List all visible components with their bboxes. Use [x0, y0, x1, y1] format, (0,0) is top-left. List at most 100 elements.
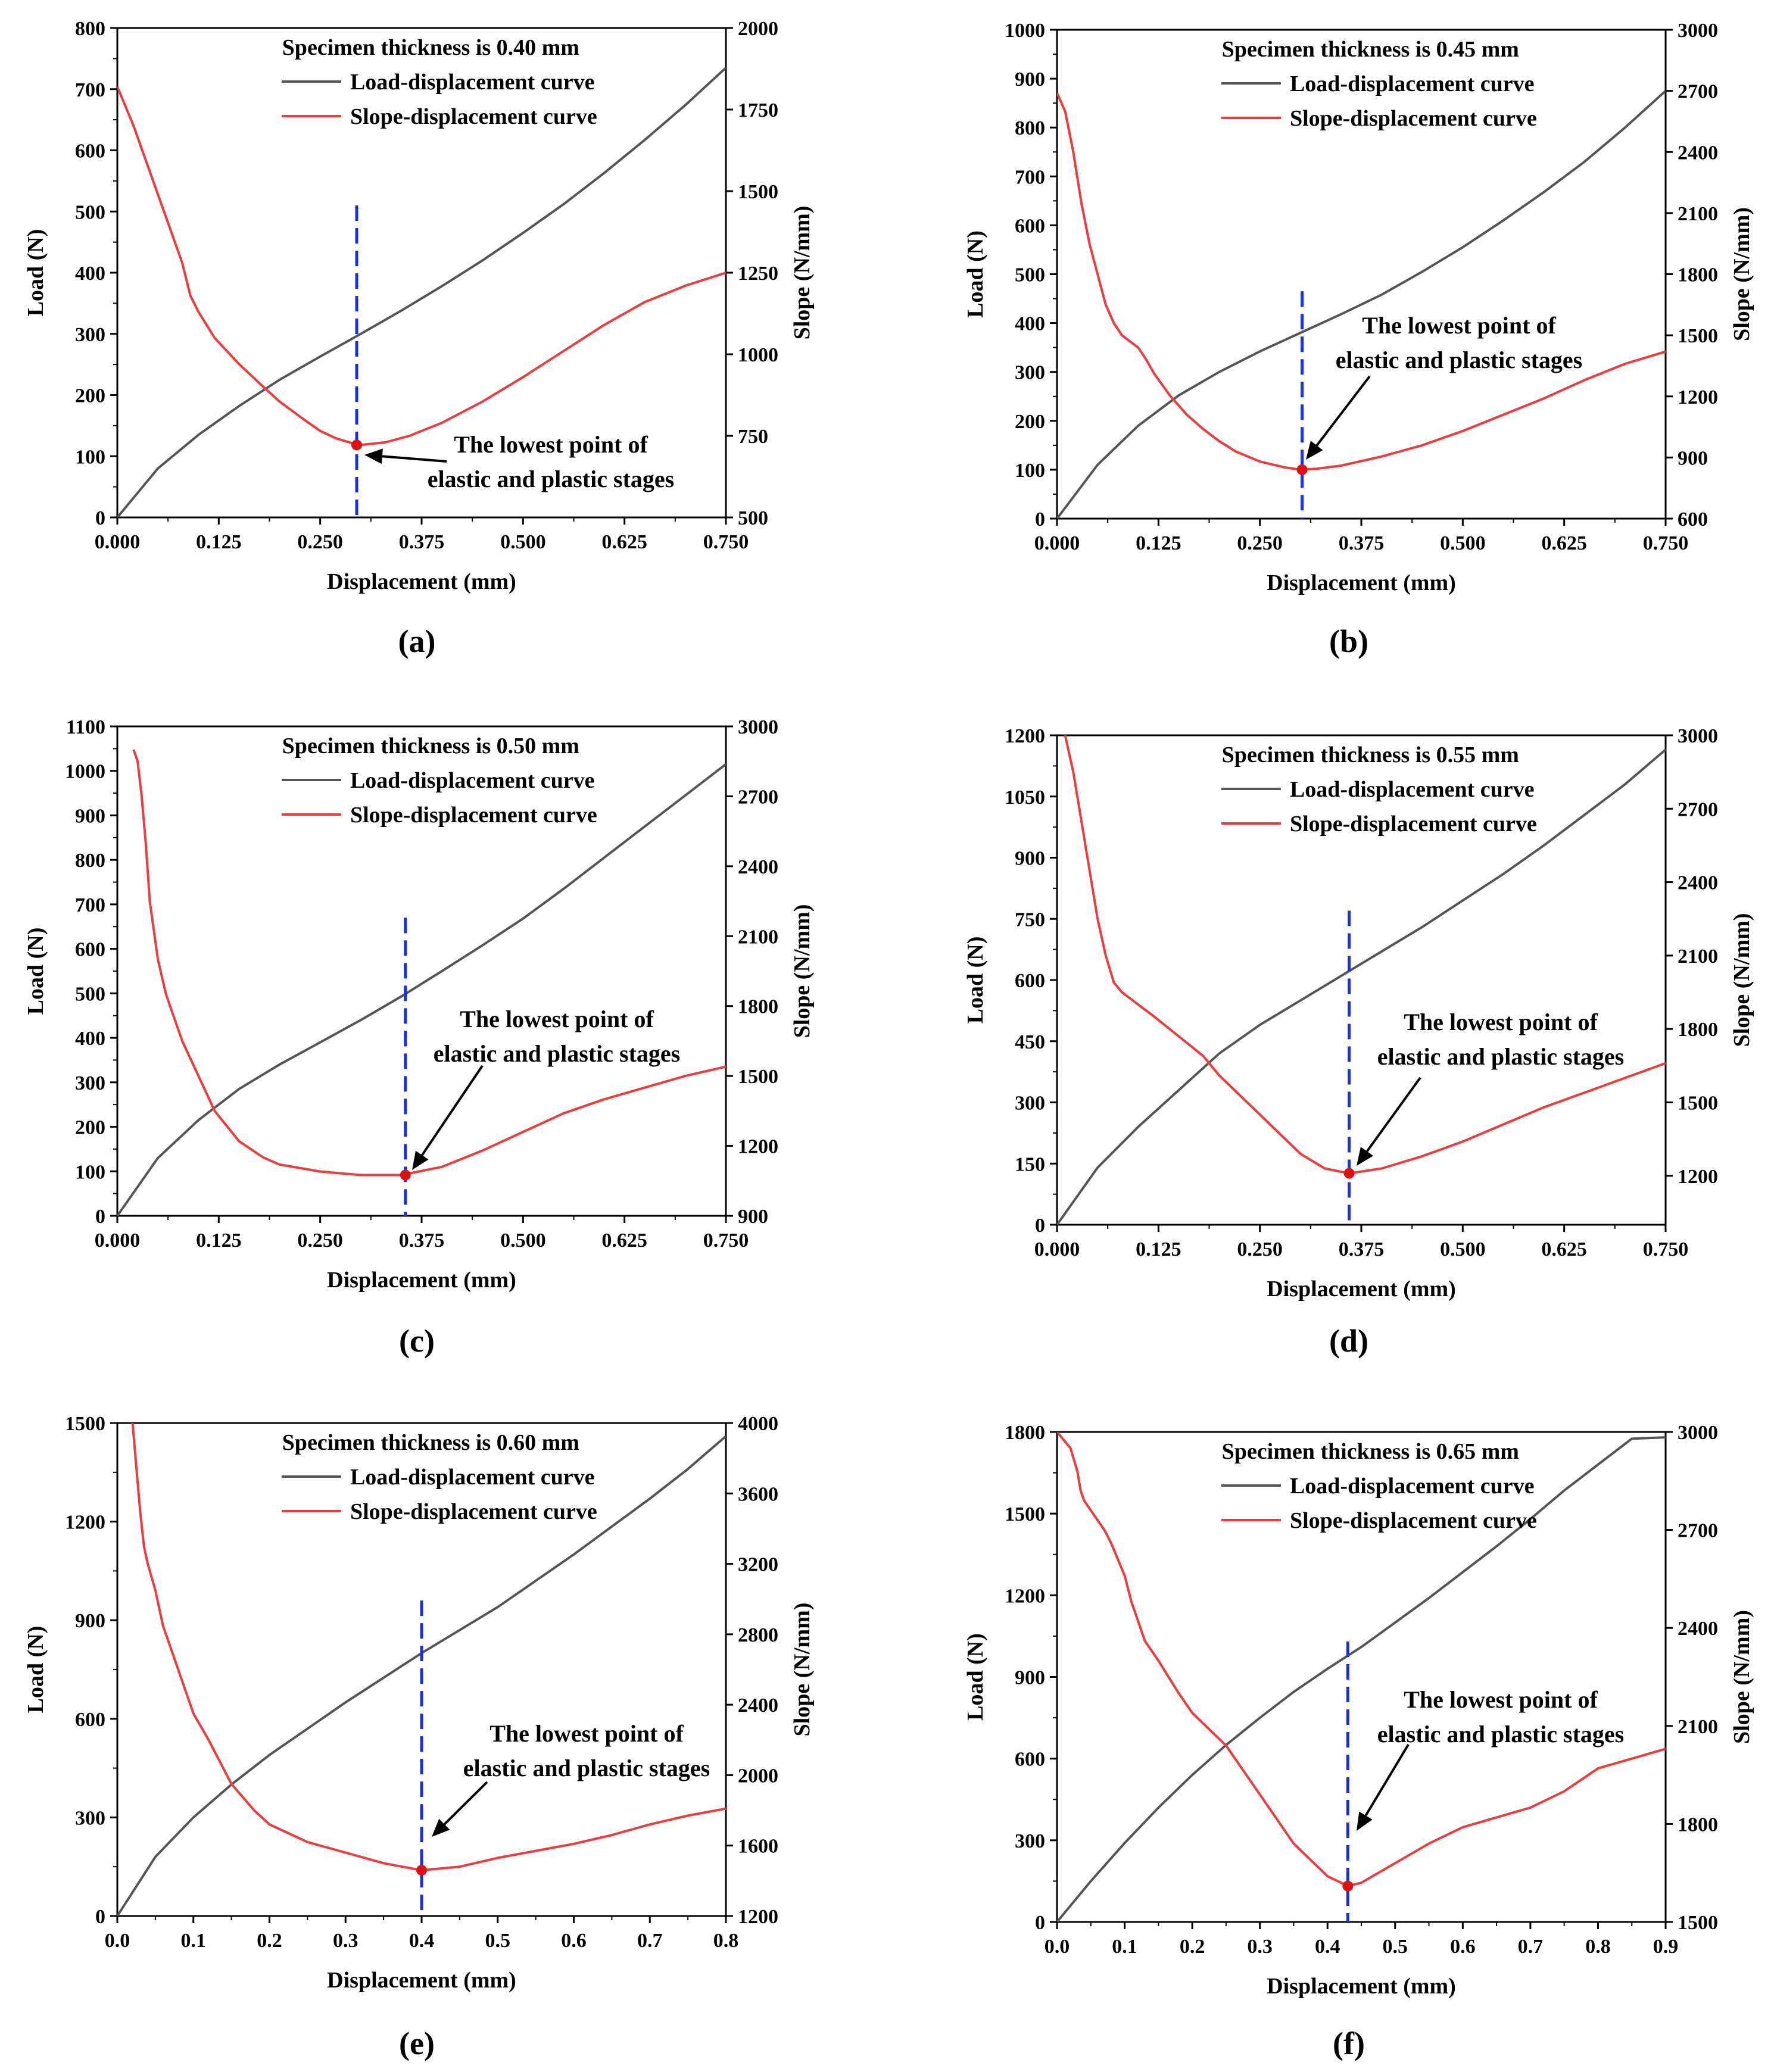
- x-tick-label: 0.250: [297, 531, 343, 553]
- x-axis-label: Displacement (mm): [327, 1968, 516, 1993]
- y-right-tick-label: 1200: [1678, 386, 1718, 408]
- y-right-tick-label: 1800: [1678, 1019, 1718, 1041]
- y-left-tick-label: 0: [95, 1906, 105, 1928]
- y-left-tick-label: 900: [1015, 848, 1045, 870]
- y-right-tick-label: 3600: [738, 1483, 778, 1505]
- load-displacement-line: [117, 763, 726, 1216]
- y-right-tick-label: 900: [1678, 447, 1708, 469]
- chart-panel-a: 0.000 0.125 0.250 0.375 0.500 0.625 0.750 0 100 2…: [23, 18, 815, 659]
- annotation-arrow-head: [1306, 441, 1323, 460]
- y-right-tick-label: 1500: [1678, 325, 1718, 347]
- y-right-tick-label: 2700: [1678, 81, 1718, 103]
- annotation-line-1: The lowest point of: [460, 1006, 654, 1032]
- slope-displacement-line: [131, 1423, 726, 1872]
- x-tick-label: 0.250: [1237, 532, 1283, 554]
- panel-caption: (d): [1329, 1323, 1368, 1359]
- lowest-point-marker: [400, 1169, 411, 1181]
- y-left-tick-label: 150: [1015, 1153, 1045, 1175]
- x-tick-label: 0.4: [409, 1930, 435, 1952]
- x-tick-label: 0.250: [297, 1230, 343, 1252]
- y-right-tick-label: 3000: [1678, 20, 1718, 42]
- y-left-tick-label: 200: [1015, 411, 1045, 433]
- y-left-axis-label: Load (N): [963, 937, 988, 1024]
- y-left-axis-label: Load (N): [23, 229, 48, 317]
- x-axis-label: Displacement (mm): [1267, 1277, 1456, 1302]
- load-displacement-line: [1057, 1436, 1666, 1922]
- y-left-tick-label: 1100: [66, 716, 105, 738]
- annotation-line-2: elastic and plastic stages: [1336, 347, 1582, 373]
- x-tick-label: 0.750: [1643, 532, 1689, 554]
- panel-caption: (f): [1333, 2026, 1365, 2061]
- x-tick-label: 0.2: [1180, 1936, 1205, 1958]
- y-left-tick-label: 1500: [65, 1413, 105, 1435]
- panel-caption: (c): [399, 1323, 435, 1359]
- y-left-tick-label: 400: [75, 263, 105, 285]
- legend-slope-label: Slope-displacement curve: [350, 803, 597, 828]
- load-displacement-line: [1057, 748, 1666, 1225]
- y-left-axis-label: Load (N): [23, 1626, 48, 1714]
- y-left-tick-label: 0: [95, 507, 105, 529]
- y-left-tick-label: 900: [1015, 68, 1045, 91]
- annotation-arrow-shaft: [382, 455, 447, 463]
- y-left-tick-label: 600: [1015, 970, 1045, 992]
- annotation-line-1: The lowest point of: [490, 1720, 684, 1747]
- y-right-axis-label: Slope (N/mm): [790, 1603, 815, 1737]
- annotation-arrow-head: [1357, 1147, 1374, 1166]
- annotation-line-1: The lowest point of: [1404, 1686, 1598, 1713]
- slope-displacement-line: [132, 749, 726, 1177]
- x-tick-label: 0.3: [333, 1930, 358, 1952]
- y-right-tick-label: 1200: [738, 1136, 778, 1158]
- y-right-axis-label: Slope (N/mm): [1729, 913, 1754, 1047]
- y-right-tick-label: 4000: [738, 1413, 778, 1435]
- annotation-arrow-head: [412, 1150, 429, 1170]
- y-left-tick-label: 300: [75, 1807, 105, 1829]
- load-displacement-line: [117, 67, 726, 517]
- y-left-tick-label: 800: [1015, 117, 1045, 139]
- y-right-tick-label: 3200: [738, 1554, 778, 1576]
- y-left-tick-label: 1200: [65, 1512, 105, 1534]
- x-tick-label: 0.375: [399, 1230, 445, 1252]
- legend-load-label: Load-displacement curve: [1290, 1474, 1535, 1499]
- y-left-tick-label: 600: [75, 1709, 105, 1731]
- y-left-tick-label: 0: [1035, 1215, 1045, 1237]
- y-right-tick-label: 1500: [1678, 1093, 1718, 1115]
- y-left-axis-label: Load (N): [963, 1633, 988, 1721]
- annotation-line-2: elastic and plastic stages: [428, 466, 674, 492]
- chart-title: Specimen thickness is 0.65 mm: [1222, 1439, 1519, 1464]
- y-right-tick-label: 1800: [738, 996, 778, 1018]
- y-right-tick-label: 750: [738, 426, 768, 448]
- chart-panel-f: 0.0 0.1 0.2 0.3 0.4 0.5 0.6 0.7 0.8 0.9 0 300 600 900…: [963, 1422, 1754, 2061]
- x-tick-label: 0.750: [703, 531, 749, 553]
- y-left-tick-label: 800: [75, 850, 105, 872]
- y-right-tick-label: 1200: [738, 1906, 778, 1928]
- chart-panel-b: 0.000 0.125 0.250 0.375 0.500 0.625 0.750 0 100 2…: [963, 20, 1754, 659]
- x-tick-label: 0.8: [1585, 1936, 1611, 1958]
- y-right-tick-label: 2100: [738, 926, 778, 948]
- plot-frame: [1056, 29, 1667, 520]
- y-right-tick-label: 3000: [738, 716, 778, 738]
- y-right-tick-label: 1200: [1678, 1166, 1718, 1188]
- y-left-tick-label: 300: [75, 324, 105, 346]
- x-tick-label: 0.625: [1541, 532, 1587, 554]
- plot-frame: [1056, 1431, 1667, 1923]
- y-right-tick-label: 900: [738, 1206, 768, 1228]
- x-axis-label: Displacement (mm): [1267, 1974, 1456, 1999]
- y-right-tick-label: 2400: [1678, 1618, 1718, 1640]
- y-left-tick-label: 450: [1015, 1031, 1045, 1053]
- annotation-arrow-shaft: [1364, 1743, 1410, 1817]
- x-tick-label: 0.4: [1315, 1936, 1340, 1958]
- x-tick-label: 0.5: [485, 1930, 511, 1952]
- y-right-tick-label: 2000: [738, 1765, 778, 1787]
- y-left-tick-label: 400: [1015, 313, 1045, 335]
- y-left-tick-label: 800: [75, 18, 105, 40]
- legend-load-label: Load-displacement curve: [350, 1465, 595, 1490]
- y-left-tick-label: 700: [75, 894, 105, 916]
- y-right-tick-label: 2000: [738, 18, 778, 40]
- y-right-tick-label: 2100: [1678, 203, 1718, 225]
- y-left-tick-label: 600: [1015, 1749, 1045, 1771]
- x-tick-label: 0.125: [196, 1230, 242, 1252]
- slope-displacement-line: [117, 86, 726, 447]
- legend-load-label: Load-displacement curve: [1290, 777, 1535, 802]
- y-left-tick-label: 100: [1015, 460, 1045, 482]
- y-right-tick-label: 1500: [1678, 1912, 1718, 1934]
